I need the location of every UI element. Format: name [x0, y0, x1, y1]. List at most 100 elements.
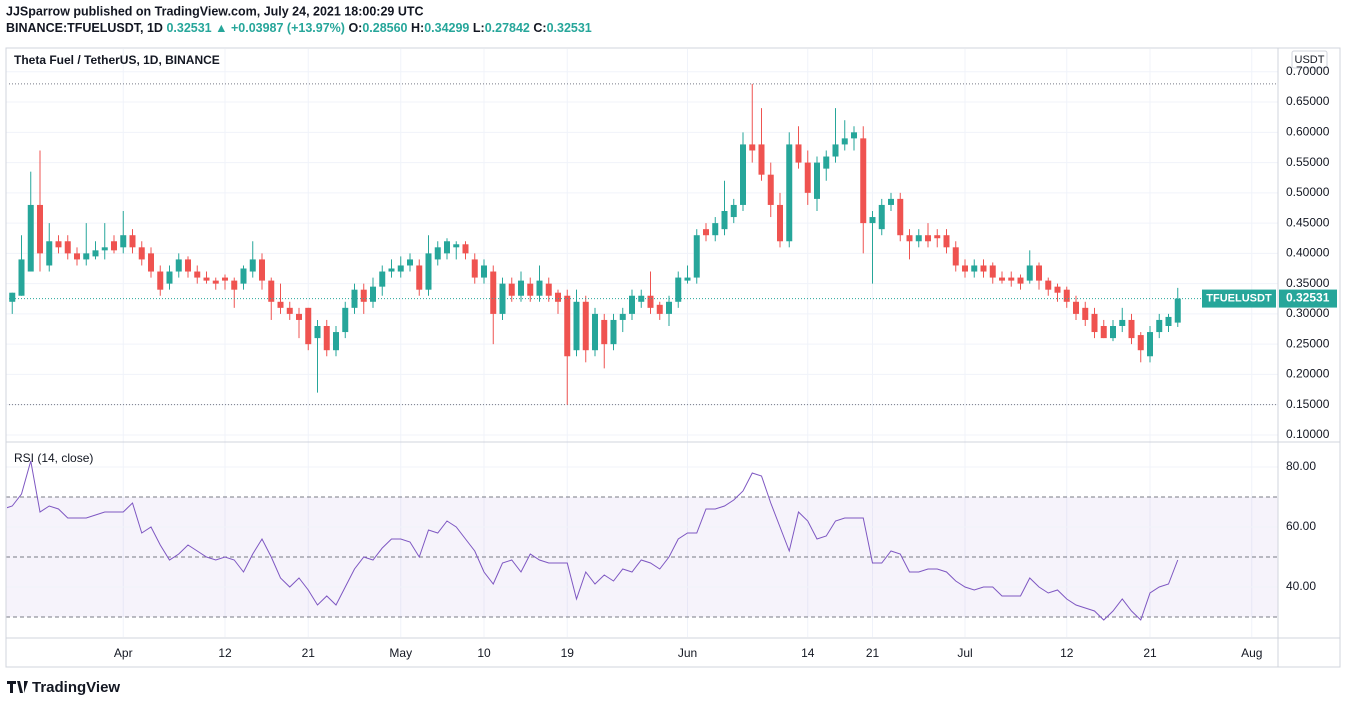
candle-body: [444, 241, 450, 254]
candle-body: [545, 283, 552, 296]
candle-body: [888, 198, 894, 205]
rsi-title: RSI (14, close): [14, 451, 93, 465]
y-tick-label: 40.00: [1286, 579, 1316, 593]
candle-body: [37, 204, 43, 254]
candle-body: [83, 253, 90, 260]
candle-body: [758, 144, 765, 175]
candle-body: [795, 144, 802, 163]
candle-body: [397, 265, 404, 272]
candle-body: [27, 204, 34, 272]
brand-name: TradingView: [32, 679, 120, 696]
last-price: 0.32531: [166, 21, 211, 35]
y-tick-label: 0.50000: [1286, 185, 1330, 199]
rsi-line: [7, 460, 1179, 621]
candle-body: [259, 259, 265, 281]
candle-body: [841, 138, 848, 145]
y-tick-label: 60.00: [1286, 519, 1316, 533]
candle-body: [601, 319, 608, 345]
candle-body: [1091, 313, 1098, 333]
x-tick-label: Apr: [114, 646, 133, 660]
candle-body: [148, 253, 154, 272]
candle-body: [703, 229, 709, 236]
candle-body: [46, 241, 53, 266]
candle-body: [786, 144, 793, 242]
candle-body: [730, 204, 737, 218]
symbol-line: BINANCE:TFUELUSDT, 1D 0.32531 ▲ +0.03987…: [6, 21, 592, 35]
x-tick-label: 12: [1060, 646, 1074, 660]
candle-body: [638, 295, 645, 302]
candle-body: [64, 241, 71, 254]
candle-body: [462, 244, 469, 254]
candle-body: [55, 241, 62, 248]
ohlc-label: O:: [348, 21, 362, 35]
y-tick-label: 0.60000: [1286, 124, 1330, 138]
frame: [5, 47, 1341, 668]
ohlc-label: C:: [533, 21, 546, 35]
candle-body: [1165, 316, 1172, 326]
candle-body: [370, 286, 376, 302]
candle-body: [129, 235, 136, 248]
price-tag: [1279, 289, 1337, 308]
candle-body: [952, 247, 959, 266]
candle-body: [804, 162, 811, 193]
candle-body: [582, 301, 589, 351]
candle-body: [157, 271, 164, 290]
candle-body: [962, 265, 968, 272]
candle-body: [268, 280, 275, 302]
candle-body: [388, 268, 395, 272]
symbol-tag-label: TFUELUSDT: [1206, 292, 1272, 304]
x-tick-label: 10: [477, 646, 491, 660]
x-tick-label: Aug: [1241, 646, 1262, 660]
candle-body: [684, 277, 691, 281]
candle-body: [629, 295, 635, 314]
candle-body: [897, 198, 904, 236]
candle-body: [1119, 319, 1126, 326]
candle-body: [777, 204, 783, 242]
brand-logo: TradingView: [7, 679, 120, 696]
candle-body: [934, 235, 941, 239]
ohlc-value: 0.27842: [485, 21, 530, 35]
symbol: BINANCE:TFUELUSDT, 1D: [6, 21, 163, 35]
marks: [7, 83, 1278, 621]
y-tick-label: 0.25000: [1286, 336, 1330, 350]
candle-body: [379, 271, 386, 287]
candle-body: [9, 292, 16, 302]
candle-body: [666, 301, 672, 314]
y-tick-label: 0.20000: [1286, 367, 1330, 381]
grid: [6, 49, 1278, 637]
candle-body: [92, 250, 99, 257]
candle-body: [619, 313, 626, 320]
candle-body: [499, 283, 506, 314]
y-tick-label: 0.10000: [1286, 427, 1330, 441]
candle-body: [906, 235, 913, 242]
candle-body: [342, 307, 349, 333]
candle-body: [749, 144, 756, 151]
ohlc-value: 0.28560: [362, 21, 407, 35]
currency-button[interactable]: [1291, 50, 1328, 69]
ohlc-label: H:: [411, 21, 424, 35]
x-tick-label: 14: [801, 646, 815, 660]
x-tick-label: Jun: [678, 646, 697, 660]
candle-body: [1174, 298, 1181, 323]
candle-body: [416, 265, 423, 290]
candle-body: [1137, 335, 1144, 351]
currency-label[interactable]: USDT: [1295, 54, 1325, 66]
candle-body: [286, 307, 293, 314]
candle-body: [999, 277, 1005, 281]
candle-body: [527, 283, 534, 296]
y-tick-label: 0.35000: [1286, 276, 1330, 290]
x-tick-label: 21: [1143, 646, 1157, 660]
candle-body: [1026, 265, 1033, 281]
candle-body: [175, 259, 182, 272]
candle-body: [314, 326, 321, 339]
candle-body: [508, 283, 515, 296]
arrow: ▲: [215, 21, 227, 35]
candle-body: [693, 235, 700, 278]
logo-icon: [7, 681, 28, 693]
candle-body: [925, 235, 931, 242]
candle-body: [101, 247, 108, 251]
candle-body: [1073, 301, 1079, 314]
candle-body: [231, 280, 238, 290]
candle-body: [111, 241, 117, 251]
